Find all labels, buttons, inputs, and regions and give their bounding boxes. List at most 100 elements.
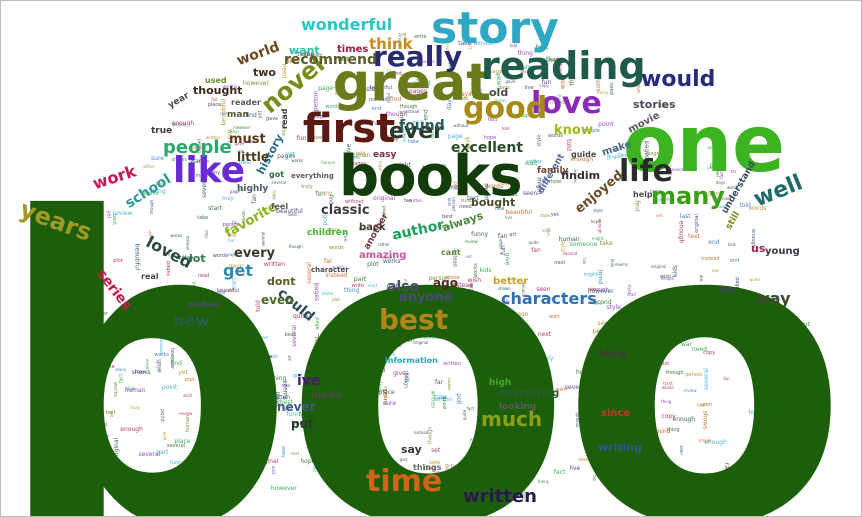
filler-word: shows [437,224,453,231]
filler-word: words [748,204,767,212]
filler-word: plot [367,261,379,269]
filler-word: next [241,336,250,342]
word-anyone: anyone [399,290,453,305]
filler-word: though [288,244,303,250]
filler-word: plot [113,257,123,264]
filler-word: review [326,226,340,232]
filler-word: sure [460,198,472,205]
filler-word: enough [120,425,143,433]
filler-word: copy [134,368,145,374]
filler-word: fan [380,337,391,345]
filler-word: far [475,63,481,69]
filler-word: find [690,478,699,484]
word-say: say [401,443,422,456]
word-excellent: excellent [451,140,524,156]
filler-word: text [618,152,630,160]
filler-word: fun [723,376,730,382]
word-real: real [141,272,159,281]
filler-word: seen [536,286,551,294]
filler-word: review [684,482,705,490]
word-writing: writing [598,441,643,454]
filler-word: original [372,195,396,203]
filler-word: hope [748,409,764,417]
word-story: story [431,3,559,54]
filler-word: style [748,352,758,358]
filler-word: wish [268,354,278,360]
filler-word: told [355,150,366,157]
filler-word: fun [296,134,307,142]
filler-word: truly [361,397,376,405]
filler-word: written [443,361,461,368]
filler-word: without [473,41,493,48]
word-findim: findim [561,169,601,182]
filler-word: war [711,268,720,274]
filler-word: art [493,90,500,96]
word-long: long [599,347,627,360]
filler-word: yet [550,212,559,218]
filler-word: written [332,350,350,357]
filler-word: instead [701,255,720,262]
filler-word: place [207,102,222,108]
filler-word: quite [292,313,309,321]
filler-word: wait [110,332,121,339]
filler-word: text [688,232,700,240]
word-get: get [223,261,253,280]
filler-word: days [229,129,240,135]
filler-word: write [351,282,365,289]
filler-word: quite [528,239,539,245]
filler-word: however [270,484,297,492]
filler-word: simple [660,276,674,282]
word-times: times [337,44,369,55]
filler-word: instead [369,97,388,104]
filler-word: beautiful [382,134,405,141]
word-wonderful: wonderful [301,15,393,34]
filler-word: next [290,451,300,457]
filler-word: take [599,239,613,247]
filler-word: fact [553,468,566,476]
filler-word: find [170,359,182,367]
filler-word: told [645,475,656,482]
filler-word: read [413,480,423,486]
filler-word: far [465,306,472,312]
filler-word: gave [228,263,244,271]
filler-word: words [485,182,504,190]
filler-word: page [350,416,361,422]
filler-word: works [137,313,150,319]
filler-word: live [569,465,581,473]
filler-word: fact [337,56,349,64]
filler-word: funny [286,411,304,419]
word-way: way [755,289,791,308]
filler-word: works [291,158,304,164]
filler-word: best [423,287,433,293]
filler-word: fact [358,226,367,232]
filler-word: read [448,183,461,190]
filler-word: simple [186,330,204,337]
filler-word: last [374,357,382,363]
word-must: must [229,132,266,147]
filler-word: might [583,271,599,278]
filler-word: words [235,414,251,421]
filler-word: read [198,273,210,280]
word-ive: ive [297,373,321,389]
filler-word: written [175,254,194,261]
word-first: first [303,106,396,152]
word-two: two [253,66,276,79]
filler-word: need [769,295,780,301]
word-book: book [0,131,861,517]
word-true: true [151,126,173,136]
filler-word: someone [382,327,405,334]
word-people: people [163,137,232,158]
filler-word: written [355,408,374,415]
filler-word: page [233,377,244,383]
filler-word: rather [142,164,155,170]
filler-word: art [709,297,718,305]
filler-word: point [503,450,516,457]
filler-word: read [495,205,505,211]
filler-word: text [311,352,320,358]
word-really: really [373,40,463,73]
filler-word: second [597,319,619,327]
filler-word: human [575,369,597,377]
filler-word: war [190,356,200,363]
word-books: books [339,144,523,209]
filler-word: quite [579,393,596,401]
